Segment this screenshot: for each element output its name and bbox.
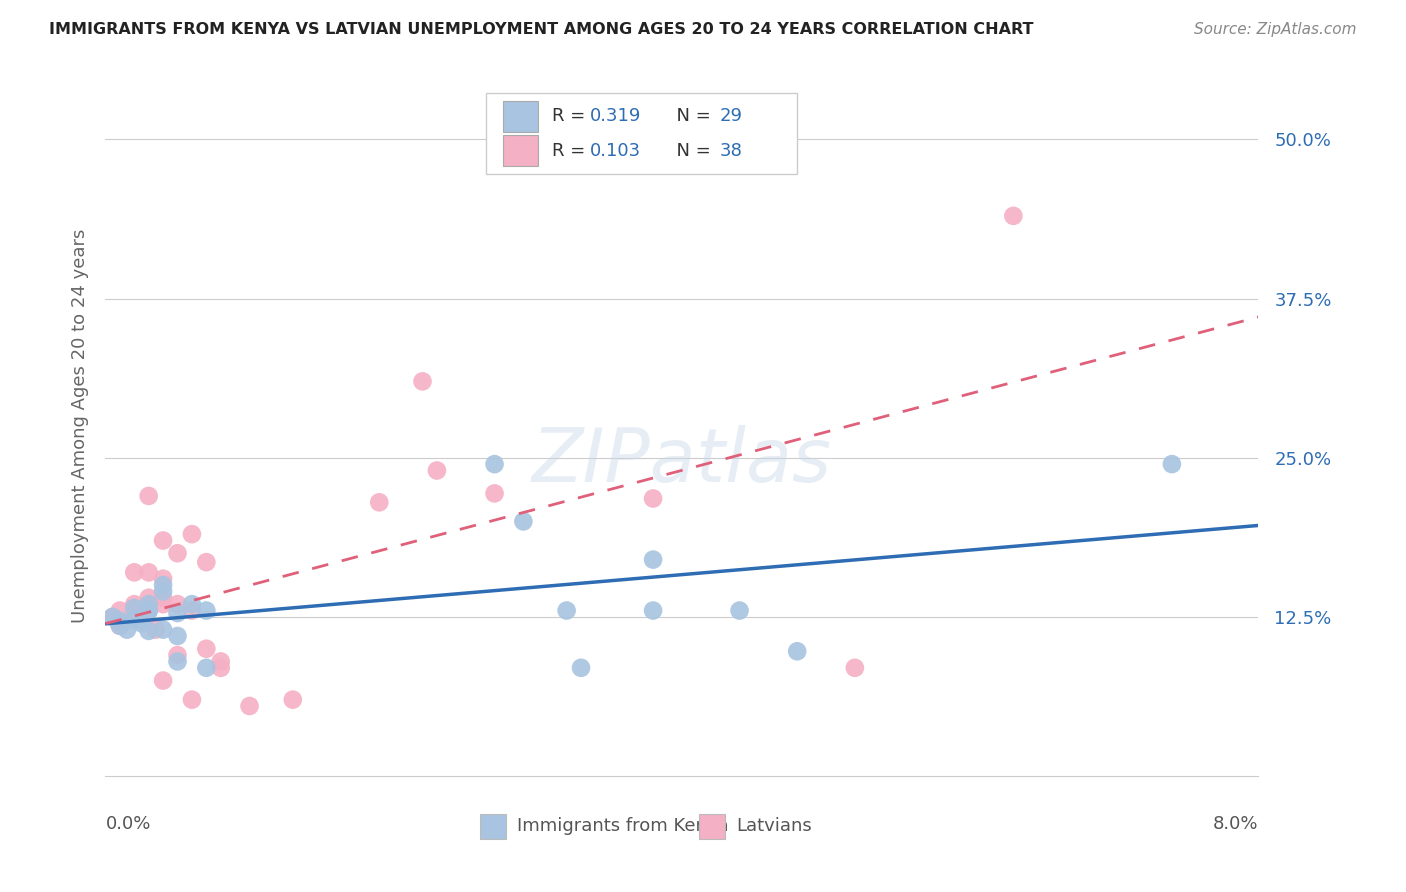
Point bbox=[844, 661, 866, 675]
Text: 0.0%: 0.0% bbox=[105, 814, 150, 832]
Point bbox=[115, 623, 138, 637]
FancyBboxPatch shape bbox=[503, 136, 538, 166]
FancyBboxPatch shape bbox=[486, 94, 797, 174]
Point bbox=[484, 486, 506, 500]
Point bbox=[728, 603, 751, 617]
Point bbox=[195, 641, 218, 656]
Point bbox=[209, 661, 232, 675]
Text: IMMIGRANTS FROM KENYA VS LATVIAN UNEMPLOYMENT AMONG AGES 20 TO 24 YEARS CORRELAT: IMMIGRANTS FROM KENYA VS LATVIAN UNEMPLO… bbox=[49, 22, 1033, 37]
Point bbox=[124, 601, 146, 615]
Point bbox=[166, 629, 188, 643]
Point bbox=[641, 603, 665, 617]
Point bbox=[239, 699, 262, 714]
Point bbox=[108, 619, 131, 633]
Point bbox=[166, 648, 188, 662]
Point bbox=[152, 572, 174, 586]
Point bbox=[195, 603, 218, 617]
Point bbox=[555, 603, 578, 617]
Point bbox=[138, 597, 160, 611]
Text: ZIPatlas: ZIPatlas bbox=[531, 425, 832, 497]
Point bbox=[124, 566, 146, 580]
Text: R =: R = bbox=[551, 107, 591, 126]
Point bbox=[131, 614, 153, 628]
FancyBboxPatch shape bbox=[699, 814, 724, 838]
Point bbox=[281, 692, 304, 706]
Point bbox=[124, 597, 146, 611]
Point bbox=[180, 597, 204, 611]
Text: 8.0%: 8.0% bbox=[1213, 814, 1258, 832]
Point bbox=[152, 591, 174, 605]
Point bbox=[124, 606, 146, 620]
Point bbox=[138, 624, 160, 638]
Point bbox=[131, 616, 153, 631]
Point bbox=[1002, 209, 1025, 223]
Point bbox=[138, 603, 160, 617]
Point bbox=[152, 623, 174, 637]
Point bbox=[138, 603, 160, 617]
Text: N =: N = bbox=[665, 142, 716, 160]
Point bbox=[166, 655, 188, 669]
Point bbox=[512, 515, 534, 529]
FancyBboxPatch shape bbox=[503, 101, 538, 132]
Text: 38: 38 bbox=[720, 142, 742, 160]
Text: Source: ZipAtlas.com: Source: ZipAtlas.com bbox=[1194, 22, 1357, 37]
Point bbox=[641, 552, 665, 566]
Point bbox=[411, 375, 433, 389]
Point bbox=[108, 619, 131, 633]
Point bbox=[108, 614, 131, 628]
Point bbox=[166, 597, 188, 611]
FancyBboxPatch shape bbox=[481, 814, 506, 838]
Point bbox=[1161, 457, 1184, 471]
Point bbox=[166, 546, 188, 560]
Point bbox=[484, 457, 506, 471]
Point bbox=[124, 612, 146, 626]
Point bbox=[108, 616, 131, 631]
Text: 0.319: 0.319 bbox=[589, 107, 641, 126]
Point bbox=[180, 692, 204, 706]
Text: Immigrants from Kenya: Immigrants from Kenya bbox=[517, 817, 728, 836]
Y-axis label: Unemployment Among Ages 20 to 24 years: Unemployment Among Ages 20 to 24 years bbox=[70, 228, 89, 624]
Point bbox=[569, 661, 592, 675]
Point bbox=[195, 661, 218, 675]
Point bbox=[152, 673, 174, 688]
Point bbox=[195, 555, 218, 569]
Text: Latvians: Latvians bbox=[737, 817, 811, 836]
Text: 0.103: 0.103 bbox=[589, 142, 641, 160]
Point bbox=[152, 597, 174, 611]
Point bbox=[180, 603, 204, 617]
Point bbox=[138, 603, 160, 617]
Point bbox=[124, 610, 146, 624]
Point bbox=[138, 566, 160, 580]
Point bbox=[166, 606, 188, 620]
Point bbox=[180, 527, 204, 541]
Point bbox=[138, 489, 160, 503]
Point bbox=[641, 491, 665, 506]
Text: R =: R = bbox=[551, 142, 591, 160]
Point bbox=[101, 610, 124, 624]
Point bbox=[426, 463, 449, 477]
Text: 29: 29 bbox=[720, 107, 742, 126]
Point bbox=[145, 623, 167, 637]
Point bbox=[101, 610, 124, 624]
Point bbox=[152, 533, 174, 548]
Text: N =: N = bbox=[665, 107, 716, 126]
Point bbox=[368, 495, 391, 509]
Point bbox=[138, 591, 160, 605]
Point bbox=[786, 644, 808, 658]
Point bbox=[209, 655, 232, 669]
Point bbox=[152, 584, 174, 599]
Point bbox=[108, 603, 131, 617]
Point bbox=[152, 578, 174, 592]
